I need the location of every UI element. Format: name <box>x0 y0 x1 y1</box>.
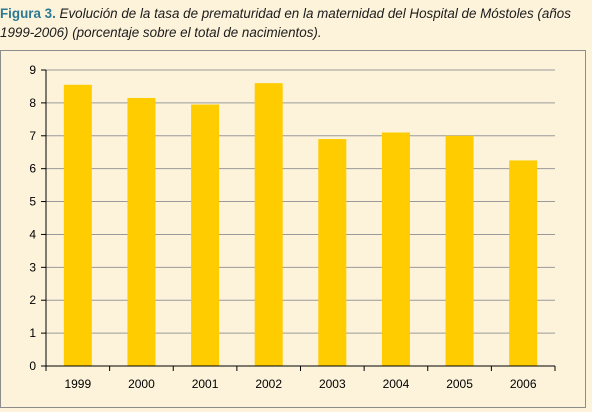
chart-container <box>0 50 586 408</box>
figure-title: Evolución de la tasa de prematuridad en … <box>0 6 571 40</box>
y-tick-label: 0 <box>29 359 36 373</box>
x-tick-label: 2002 <box>255 377 282 391</box>
bar <box>254 83 283 367</box>
x-tick-label: 2000 <box>128 377 155 391</box>
y-tick-label: 3 <box>29 260 36 274</box>
y-tick-label: 4 <box>29 227 36 241</box>
y-tick-label: 6 <box>29 162 36 176</box>
x-tick-label: 1999 <box>64 377 91 391</box>
x-tick-label: 2003 <box>319 377 346 391</box>
bar <box>191 104 220 367</box>
x-tick-label: 2004 <box>383 377 410 391</box>
figure-caption: Figura 3. Evolución de la tasa de premat… <box>0 4 588 42</box>
x-tick-label: 2006 <box>510 377 537 391</box>
x-tick-label: 2005 <box>446 377 473 391</box>
y-tick-label: 5 <box>29 195 36 209</box>
y-tick-label: 7 <box>29 129 36 143</box>
y-tick-label: 8 <box>29 96 36 110</box>
figure-label: Figura 3. <box>0 6 56 21</box>
y-tick-label: 9 <box>29 63 36 77</box>
y-tick-label: 1 <box>29 326 36 340</box>
bar <box>127 97 156 366</box>
bar <box>63 84 92 367</box>
bar <box>381 132 410 366</box>
bar <box>445 135 474 366</box>
bar <box>318 139 347 366</box>
x-tick-label: 2001 <box>192 377 219 391</box>
y-tick-label: 2 <box>29 293 36 307</box>
bar <box>509 160 538 366</box>
